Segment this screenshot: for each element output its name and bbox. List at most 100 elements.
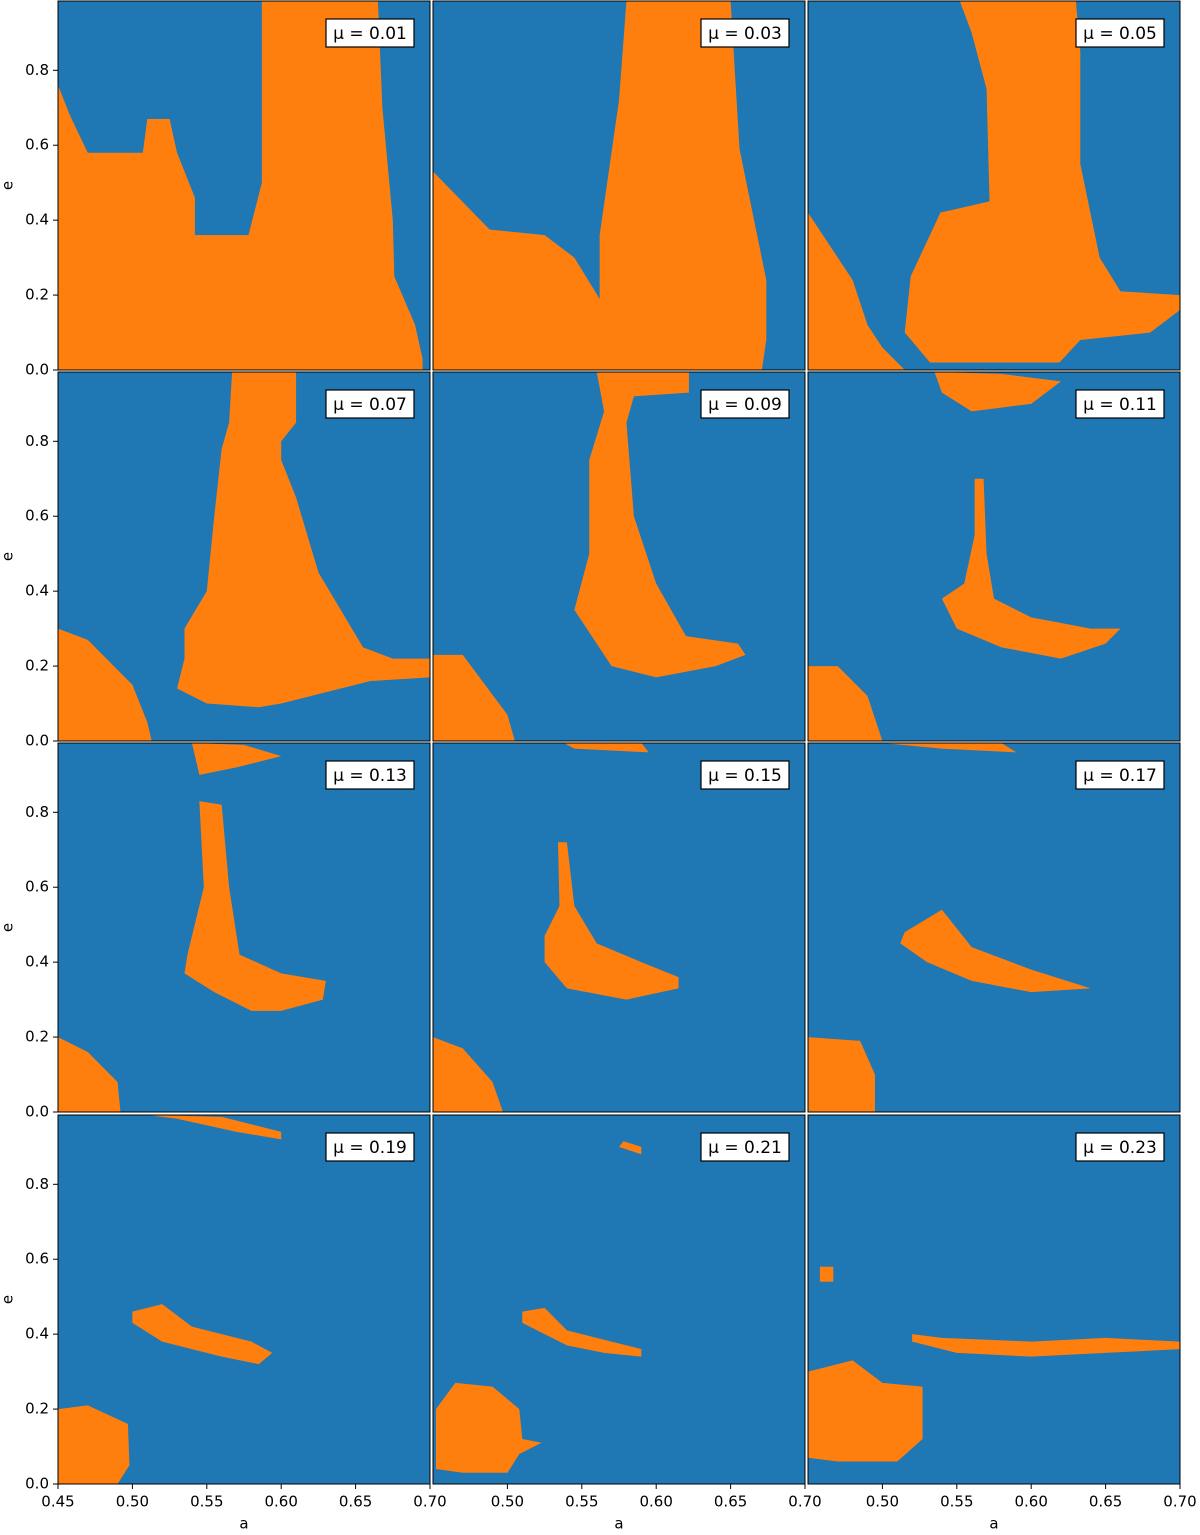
panel-label: μ = 0.17 (1083, 766, 1157, 786)
panel-label: μ = 0.01 (333, 24, 407, 44)
stable-region (808, 666, 883, 741)
x-tick-label: 0.70 (788, 1493, 821, 1511)
stable-region (563, 743, 649, 753)
stable-region (522, 1307, 642, 1357)
y-axis-label: e (0, 923, 17, 932)
y-axis-label: e (0, 181, 17, 190)
regions (58, 1115, 282, 1484)
x-tick-label: 0.55 (940, 1493, 973, 1511)
stable-region (147, 1115, 282, 1140)
y-tick-label: 0.0 (25, 361, 49, 379)
y-tick-label: 0.2 (25, 657, 49, 675)
regions (808, 1266, 1180, 1462)
stable-region (619, 1141, 642, 1155)
y-tick-label: 0.0 (25, 1475, 49, 1493)
y-tick-label: 0.4 (25, 1325, 49, 1343)
stable-region (819, 1266, 834, 1282)
panel-background (808, 372, 1180, 741)
stable-region (934, 372, 1061, 412)
panel-label: μ = 0.19 (333, 1138, 407, 1158)
label-box (700, 1132, 790, 1162)
y-tick-label: 0.8 (25, 803, 49, 821)
panel-label: μ = 0.11 (1083, 395, 1157, 415)
regions (58, 743, 326, 1112)
panel-background (433, 743, 805, 1112)
stable-region (58, 628, 152, 741)
stable-region (900, 909, 1091, 993)
stable-region (912, 1334, 1180, 1357)
stable-region (941, 478, 1121, 659)
panel-label: μ = 0.21 (708, 1138, 782, 1158)
stable-region (808, 212, 905, 370)
y-tick-label: 0.2 (25, 1028, 49, 1046)
stable-region (58, 1405, 130, 1484)
panel-label: μ = 0.03 (708, 24, 782, 44)
y-tick-label: 0.6 (25, 1250, 49, 1268)
panel-frame (807, 371, 1181, 742)
y-tick-label: 0.8 (25, 61, 49, 79)
y-tick-label: 0.4 (25, 582, 49, 600)
stable-region (433, 1037, 503, 1112)
y-tick-label: 0.4 (25, 953, 49, 971)
y-tick-label: 0.6 (25, 878, 49, 896)
x-axis-label: a (989, 1515, 998, 1533)
stable-region (433, 654, 515, 741)
x-tick-label: 0.60 (1014, 1493, 1047, 1511)
panel-label: μ = 0.05 (1083, 24, 1157, 44)
stable-region (132, 1304, 273, 1365)
panel-frame (57, 0, 431, 371)
y-tick-label: 0.6 (25, 507, 49, 525)
y-tick-label: 0.6 (25, 136, 49, 154)
y-tick-label: 0.2 (25, 286, 49, 304)
panel-frame (57, 1114, 431, 1485)
stable-region (58, 1, 423, 370)
label-box (325, 1132, 415, 1162)
panel-frame (807, 1114, 1181, 1485)
label-box (700, 18, 790, 48)
panel-frame (807, 742, 1181, 1113)
label-box (1075, 760, 1165, 790)
stable-region (435, 1382, 542, 1473)
label-box (1075, 389, 1165, 419)
panel-frame (807, 0, 1181, 371)
panel-frame (57, 742, 431, 1113)
y-tick-label: 0.8 (25, 1175, 49, 1193)
x-tick-label: 0.50 (866, 1493, 899, 1511)
x-tick-label: 0.60 (264, 1493, 297, 1511)
stable-region (177, 372, 430, 708)
label-box (325, 760, 415, 790)
label-box (700, 389, 790, 419)
panel-frame (432, 371, 806, 742)
panel-label: μ = 0.23 (1083, 1138, 1157, 1158)
stable-region (808, 1360, 923, 1462)
panel-frame (57, 371, 431, 742)
panel-frame (432, 1114, 806, 1485)
regions (433, 372, 746, 741)
regions (808, 372, 1121, 741)
panel-label: μ = 0.07 (333, 395, 407, 415)
regions (808, 743, 1091, 1112)
x-tick-label: 0.70 (1163, 1493, 1196, 1511)
label-box (325, 389, 415, 419)
stable-region (184, 801, 326, 1011)
x-tick-label: 0.70 (413, 1493, 446, 1511)
panel-label: μ = 0.13 (333, 766, 407, 786)
panel-frame (432, 0, 806, 371)
x-tick-label: 0.45 (41, 1493, 74, 1511)
x-tick-label: 0.60 (639, 1493, 672, 1511)
y-tick-label: 0.0 (25, 1103, 49, 1121)
stable-region (882, 743, 1017, 753)
regions (435, 1141, 642, 1473)
x-axis-label: a (239, 1515, 248, 1533)
label-box (325, 18, 415, 48)
stable-region (433, 1, 767, 370)
label-box (1075, 1132, 1165, 1162)
panel-label: μ = 0.09 (708, 395, 782, 415)
x-tick-label: 0.50 (491, 1493, 524, 1511)
stable-region (808, 1037, 875, 1112)
stable-region (544, 842, 679, 1000)
y-axis-label: e (0, 1295, 17, 1304)
x-tick-label: 0.65 (1089, 1493, 1122, 1511)
y-tick-label: 0.4 (25, 211, 49, 229)
